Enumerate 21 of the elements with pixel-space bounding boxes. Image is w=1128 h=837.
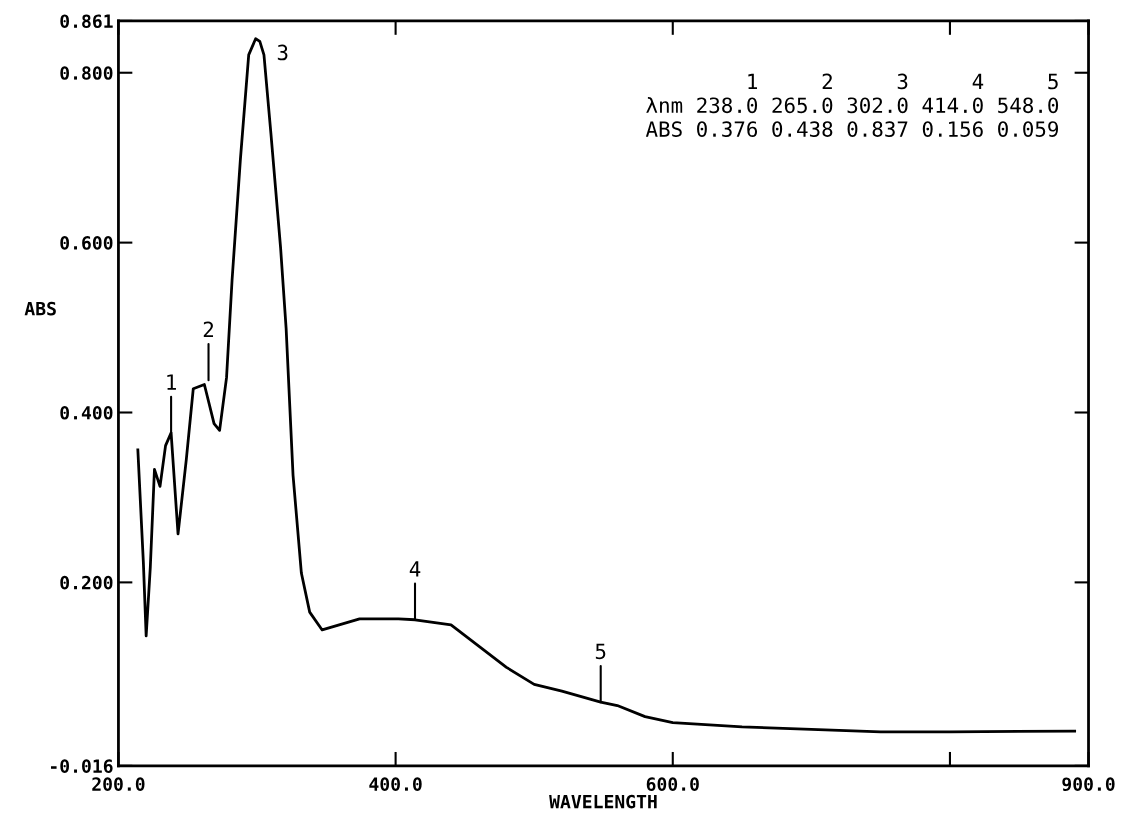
x-axis-title: WAVELENGTH (549, 794, 657, 809)
annotation: 2 (203, 321, 214, 337)
y-axis-title: ABS (24, 301, 56, 316)
y-tick-label: 0.800 (60, 66, 113, 80)
annotation: 4 (409, 561, 421, 577)
y-tick-label: 0.861 (60, 14, 113, 29)
annotation: 1 2 3 4 5 (748, 73, 1058, 90)
annotation: λnm 238.0 265.0 302.0 414.0 548.0 (646, 97, 1059, 114)
x-tick-label: 600.0 (646, 777, 699, 791)
x-tick-label: 400.0 (369, 777, 422, 791)
x-tick-label: 200.0 (92, 777, 145, 791)
x-tick-label: 900.0 (1062, 777, 1115, 792)
annotation: 5 (595, 643, 606, 660)
annotation: 1 (167, 374, 176, 390)
y-tick-label: 0.400 (60, 405, 113, 420)
y-tick-label: 0.600 (60, 236, 113, 250)
annotation: ABS 0.376 0.438 0.837 0.156 0.059 (645, 121, 1059, 137)
y-tick-label: -0.016 (51, 759, 113, 773)
annotation: 3 (277, 44, 288, 61)
line-series (136, 37, 1077, 734)
y-tick-label: 0.200 (60, 575, 113, 590)
